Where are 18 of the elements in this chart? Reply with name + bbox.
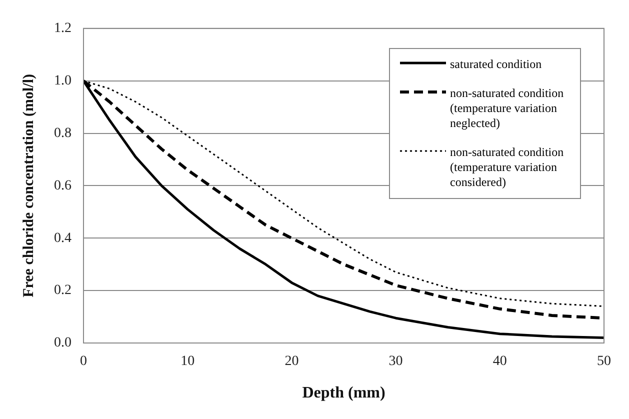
x-tick-label: 20 <box>284 354 299 370</box>
x-tick-label: 10 <box>180 354 195 370</box>
y-tick-label: 0.0 <box>54 336 72 351</box>
y-tick-label: 1.2 <box>54 21 72 36</box>
legend-label: non-saturated condition (temperature variation considered) <box>450 145 565 190</box>
x-tick-label: 30 <box>388 354 403 370</box>
legend-label: saturated condition <box>450 57 542 72</box>
y-tick-label: 0.2 <box>54 283 72 298</box>
x-tick-label: 0 <box>80 354 87 370</box>
legend-label: non-saturated condition (temperature variation neglected) <box>450 86 565 131</box>
x-axis-title: Depth (mm) <box>302 384 386 402</box>
x-tick-label: 40 <box>492 354 507 370</box>
y-tick-label: 0.8 <box>54 126 72 141</box>
y-axis-title: Free chloride concentration (mol/l) <box>20 74 37 298</box>
y-tick-label: 1.0 <box>54 74 72 89</box>
y-tick-label: 0.6 <box>54 178 72 194</box>
y-tick-label: 0.4 <box>54 230 72 246</box>
x-tick-label: 50 <box>597 354 611 370</box>
